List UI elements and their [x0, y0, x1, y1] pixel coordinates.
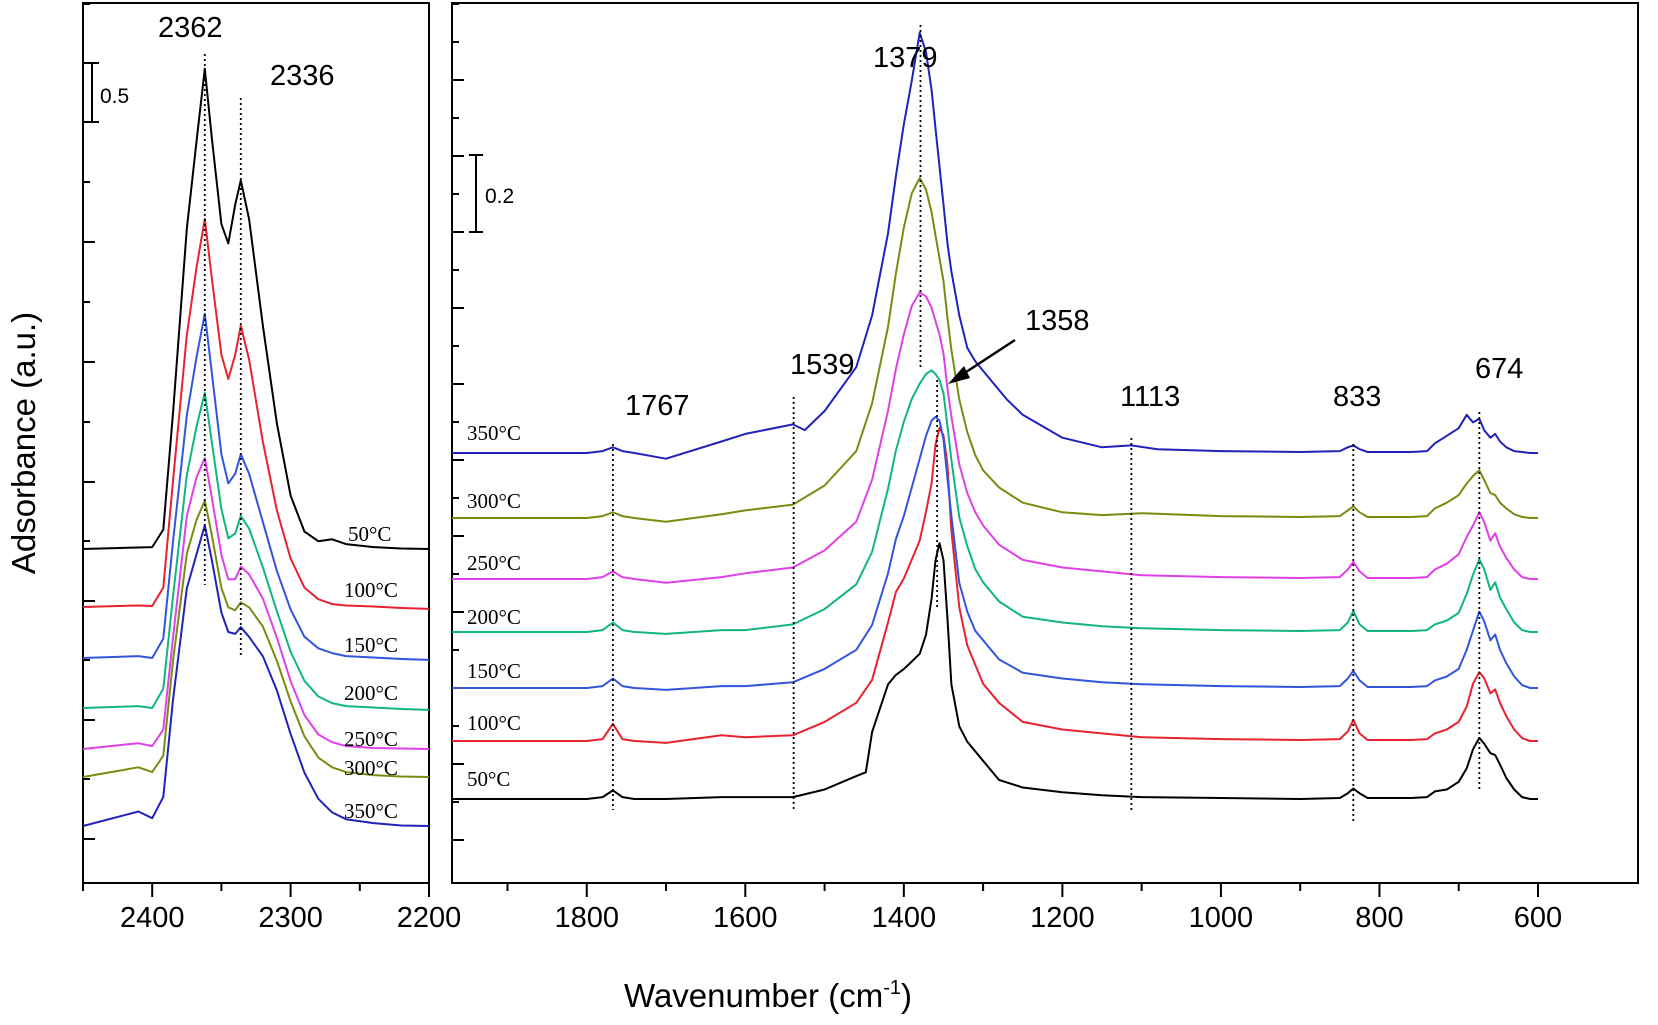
x-tick-label: 600 — [1514, 902, 1562, 934]
x-tick-label: 2200 — [397, 902, 462, 934]
series-label: 250°C — [344, 727, 398, 751]
series-label: 350°C — [344, 799, 398, 823]
series-label: 200°C — [467, 605, 521, 629]
series-label: 200°C — [344, 681, 398, 705]
series-line-100c — [452, 426, 1538, 744]
x-tick-label: 1600 — [713, 902, 778, 934]
peak-arrow — [959, 338, 1016, 378]
peak-label: 1113 — [1120, 381, 1180, 413]
x-tick-label: 1400 — [872, 902, 937, 934]
co2-region-panel: 2400 2300 2200 50°C 100°C 150°C 200°C 250°C 300°… — [82, 2, 462, 934]
x-tick-label: 2300 — [258, 902, 323, 934]
series-line-250c — [82, 457, 430, 750]
series-label: 350°C — [467, 421, 521, 445]
fingerprint-region-panel: 1800 1600 1400 1200 1000 800 600 50°C 100°C 150°C… — [451, 2, 1639, 934]
series-label: 250°C — [467, 551, 521, 575]
x-axis-title-superscript: -1 — [883, 977, 901, 999]
x-tick-label: 2400 — [120, 902, 185, 934]
scale-bar-label: 0.2 — [485, 185, 514, 208]
series-label: 50°C — [467, 767, 510, 791]
peak-label: 1358 — [1025, 305, 1090, 337]
series-line-150c — [82, 312, 430, 661]
series-line-350c — [82, 524, 430, 827]
peak-arrow-head — [948, 366, 970, 384]
series-line-50c — [82, 67, 430, 550]
series-label: 50°C — [348, 522, 391, 546]
x-axis-title-main: Wavenumber (cm — [624, 977, 883, 1014]
peak-label: 1767 — [625, 390, 690, 422]
x-tick-label: 800 — [1355, 902, 1403, 934]
series-label: 150°C — [467, 659, 521, 683]
x-tick-label: 1200 — [1030, 902, 1095, 934]
series-label: 300°C — [344, 756, 398, 780]
fingerprint-region-frame — [451, 2, 1639, 884]
series-line-350c — [452, 31, 1538, 460]
series-label: 100°C — [344, 578, 398, 602]
peak-label: 674 — [1475, 353, 1523, 385]
series-line-150c — [452, 415, 1538, 691]
series-line-300c — [82, 499, 430, 778]
x-tick-label: 1800 — [555, 902, 620, 934]
peak-label: 1379 — [873, 42, 938, 74]
co2-region-frame — [82, 2, 430, 884]
peak-label: 2362 — [158, 12, 223, 44]
series-label: 150°C — [344, 633, 398, 657]
y-axis-title: Adsorbance (a.u.) — [5, 312, 42, 574]
series-line-250c — [452, 291, 1538, 584]
series-label: 100°C — [467, 711, 521, 735]
peak-label: 833 — [1333, 381, 1381, 413]
series-line-300c — [452, 177, 1538, 523]
series-line-200c — [452, 369, 1538, 635]
series-label: 300°C — [467, 489, 521, 513]
x-tick-label: 1000 — [1189, 902, 1254, 934]
series-line-50c — [452, 542, 1538, 800]
series-line-200c — [82, 391, 430, 711]
series-line-100c — [82, 218, 430, 610]
x-axis-title: Wavenumber (cm-1) — [624, 977, 912, 1014]
peak-label: 1539 — [790, 349, 855, 381]
x-axis-title-close: ) — [901, 977, 912, 1014]
scale-bar-label: 0.5 — [100, 85, 129, 108]
peak-label: 2336 — [270, 60, 335, 92]
